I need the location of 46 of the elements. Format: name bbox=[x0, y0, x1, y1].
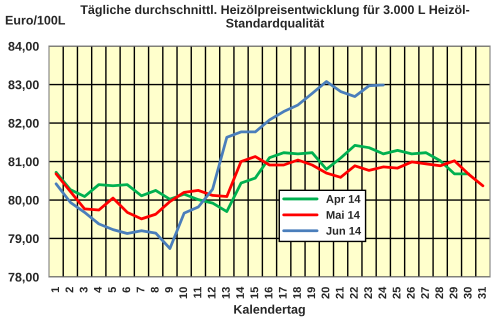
line-series bbox=[54, 80, 385, 250]
x-tick-label: 1 bbox=[51, 287, 59, 292]
x-tick-label: 22 bbox=[350, 287, 358, 299]
x-tick-label: 7 bbox=[136, 287, 144, 292]
y-axis-title: Euro/100L bbox=[6, 15, 66, 25]
x-tick-label: 28 bbox=[435, 287, 444, 299]
x-tick-label: 6 bbox=[122, 287, 130, 292]
chart-title: Tägliche durchschnittl. Heizölpreisentwicklung für 3.000 L Heizöl- Standardqualität bbox=[80, 4, 470, 30]
x-tick-label: 4 bbox=[94, 286, 102, 293]
y-tick-label: 84,00 bbox=[8, 42, 39, 53]
y-tick-label: 82,00 bbox=[8, 118, 39, 130]
x-tick-label: 13 bbox=[222, 287, 230, 298]
x-tick-label: 8 bbox=[150, 287, 159, 293]
x-tick-label: 27 bbox=[421, 287, 429, 299]
x-tick-label: 11 bbox=[194, 287, 202, 298]
x-tick-label: 9 bbox=[165, 287, 173, 292]
y-tick-label: 78,00 bbox=[8, 272, 39, 284]
x-tick-label: 21 bbox=[336, 287, 344, 299]
x-tick-label: 14 bbox=[236, 286, 244, 298]
x-tick-label: 23 bbox=[364, 287, 372, 299]
x-tick-label: 20 bbox=[322, 287, 330, 299]
x-tick-label: 26 bbox=[406, 287, 415, 299]
x-tick-label: 29 bbox=[450, 287, 458, 299]
x-tick-label: 5 bbox=[108, 287, 116, 293]
x-tick-label: 10 bbox=[179, 287, 188, 298]
y-tick-label: 80,00 bbox=[8, 196, 39, 206]
x-tick-label: 18 bbox=[293, 287, 301, 298]
x-tick-label: 16 bbox=[264, 287, 272, 298]
x-tick-label: 17 bbox=[278, 287, 287, 298]
x-tick-label: 19 bbox=[307, 287, 316, 298]
y-tick-label: 81,00 bbox=[8, 157, 39, 168]
x-tick-label: 25 bbox=[392, 287, 401, 299]
x-tick-label: 24 bbox=[378, 286, 386, 299]
x-tick-label: 15 bbox=[250, 287, 258, 298]
line-series bbox=[54, 155, 484, 220]
x-tick-label: 30 bbox=[464, 287, 472, 299]
x-tick-label: 3 bbox=[80, 287, 88, 293]
y-tick-label: 83,00 bbox=[8, 80, 39, 92]
x-tick-label: 2 bbox=[65, 287, 74, 292]
legend-label: Apr 14 bbox=[326, 195, 360, 206]
x-tick-label: 31 bbox=[478, 287, 486, 299]
y-tick-label: 79,00 bbox=[8, 234, 39, 245]
x-axis-title: Kalendertag bbox=[234, 304, 305, 316]
legend-label: Mai 14 bbox=[326, 210, 360, 219]
x-tick-label: 12 bbox=[208, 287, 216, 298]
legend-label: Jun 14 bbox=[326, 227, 362, 235]
